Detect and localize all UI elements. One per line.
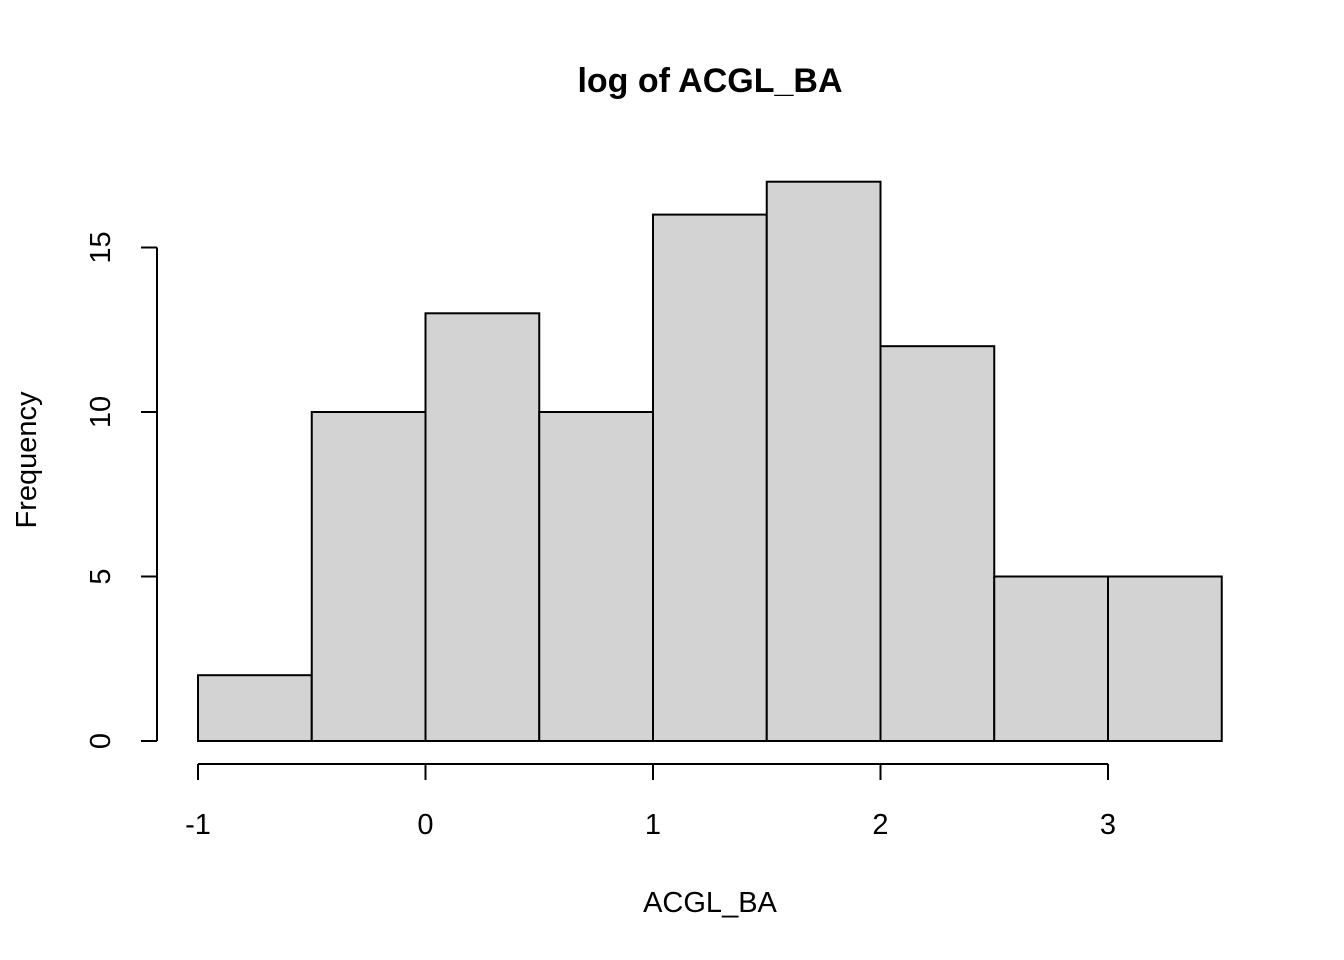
y-ticks-group: 0 5 10 15 [85,231,157,749]
y-tick-label-0: 0 [85,733,117,749]
x-tick-label-3: 2 [872,809,888,841]
y-axis-label: Frequency [11,391,43,529]
bars-group [197,180,1223,743]
histogram-bar-3 [538,411,654,742]
histogram-bar-8 [1107,575,1223,742]
histogram-bar-4 [652,213,768,743]
histogram-bar-1 [310,411,427,742]
y-tick-label-3: 15 [85,231,117,263]
histogram-bar-0 [197,674,313,743]
chart-title: log of ACGL_BA [577,62,842,100]
x-axis-label: ACGL_BA [643,887,777,919]
x-tick-label-0: -1 [185,809,211,841]
histogram-bar-5 [765,180,882,742]
y-tick-label-2: 10 [85,396,117,428]
histogram-bar-7 [993,575,1109,742]
x-ticks-group: -1 0 1 2 3 [185,764,1116,841]
y-tick-label-1: 5 [85,568,117,584]
histogram-bar-2 [424,312,541,742]
x-tick-label-4: 3 [1100,809,1116,841]
x-tick-label-1: 0 [417,809,433,841]
x-tick-label-2: 1 [645,809,661,841]
histogram-bar-6 [879,345,996,742]
